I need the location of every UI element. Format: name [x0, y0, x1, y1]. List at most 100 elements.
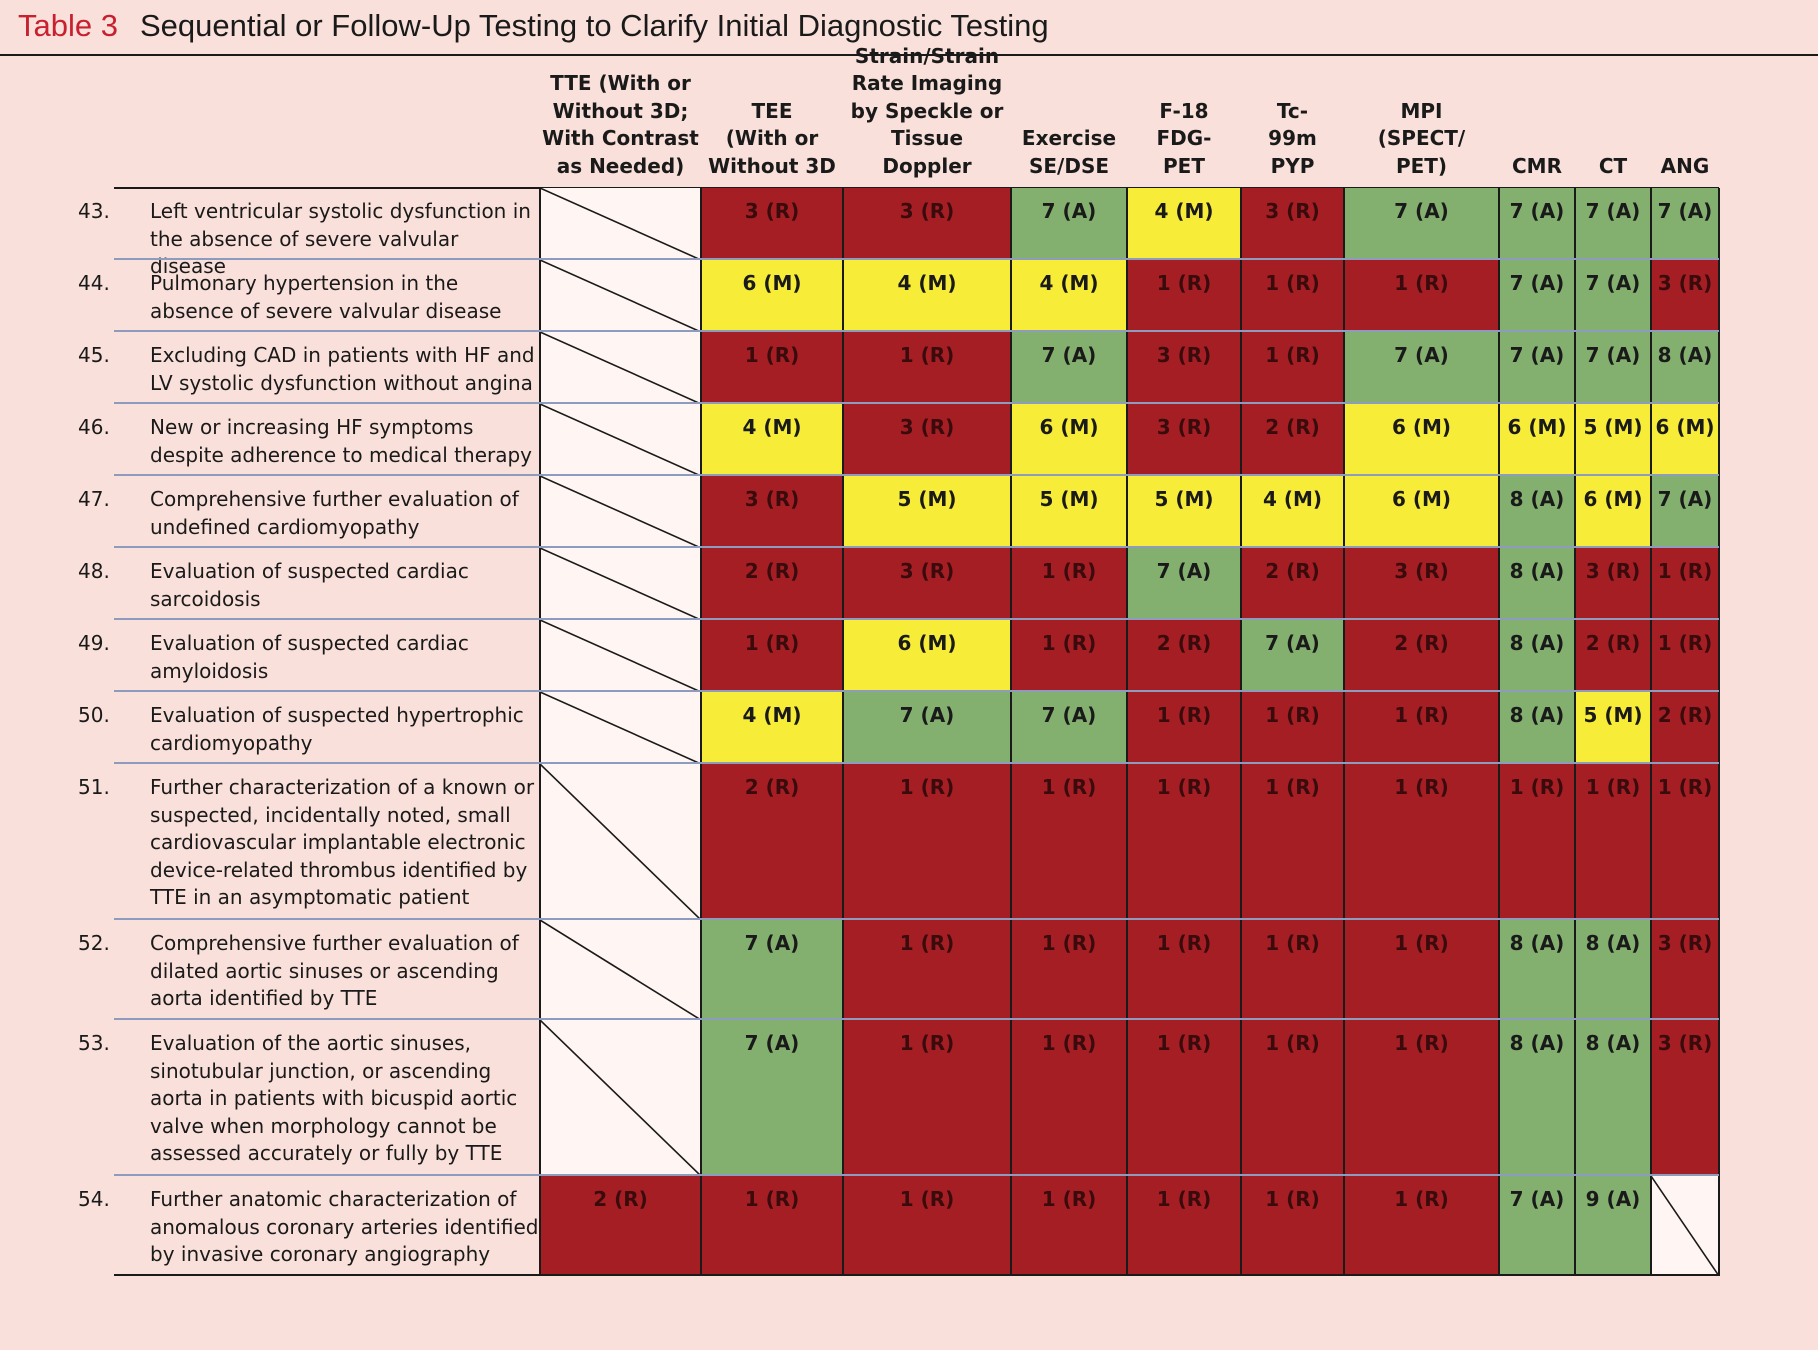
rating-cell-cmr: 8 (A) — [1499, 476, 1575, 548]
rating-cell-cmr: 7 (A) — [1499, 260, 1575, 332]
column-divider — [1650, 620, 1652, 692]
column-divider — [1498, 188, 1500, 260]
rating-cell-tee: 1 (R) — [701, 620, 843, 692]
rating-cell-tte — [540, 404, 701, 476]
column-divider — [1240, 920, 1242, 1020]
column-divider — [1498, 1176, 1500, 1276]
rating-cell-exercise: 1 (R) — [1011, 1176, 1127, 1276]
rating-cell-ang: 7 (A) — [1651, 476, 1719, 548]
column-divider — [842, 332, 844, 404]
column-divider — [1498, 764, 1500, 920]
rating-cell-mpi: 7 (A) — [1344, 188, 1499, 260]
column-divider — [539, 920, 541, 1020]
column-divider — [1574, 764, 1576, 920]
column-divider — [1718, 332, 1720, 404]
rating-cell-strain: 3 (R) — [843, 548, 1011, 620]
rating-cell-cmr: 7 (A) — [1499, 188, 1575, 260]
column-header-pyp: Tc- 99m PYP — [1268, 98, 1317, 178]
not-applicable-slash — [540, 764, 701, 920]
row-label: 50. Evaluation of suspected hypertrophic … — [78, 703, 524, 755]
rating-cell-exercise: 6 (M) — [1011, 404, 1127, 476]
column-divider — [539, 476, 541, 548]
row-divider — [114, 690, 1719, 692]
column-header-ang: ANG — [1660, 153, 1710, 178]
rating-cell-fdg-pet: 1 (R) — [1127, 692, 1241, 764]
column-divider — [1010, 1020, 1012, 1176]
column-divider — [842, 404, 844, 476]
rating-cell-mpi: 1 (R) — [1344, 1020, 1499, 1176]
column-divider — [1498, 1020, 1500, 1176]
column-divider — [1240, 692, 1242, 764]
rating-cell-mpi: 1 (R) — [1344, 764, 1499, 920]
not-applicable-slash — [540, 620, 701, 692]
rating-cell-cmr: 8 (A) — [1499, 548, 1575, 620]
column-divider — [1718, 620, 1720, 692]
column-header-tte: TTE (With or Without 3D; With Contrast as N… — [542, 71, 699, 178]
rating-cell-ct: 1 (R) — [1575, 764, 1651, 920]
column-divider — [842, 1020, 844, 1176]
column-divider — [700, 620, 702, 692]
table-row: 48. Evaluation of suspected cardiac sarco… — [78, 548, 1720, 620]
rating-cell-fdg-pet: 1 (R) — [1127, 260, 1241, 332]
table-row: 52. Comprehensive further evaluation of d… — [78, 920, 1720, 1020]
table-title: Sequential or Follow-Up Testing to Clari… — [140, 8, 1049, 43]
column-divider — [1126, 920, 1128, 1020]
rating-cell-ct: 8 (A) — [1575, 1020, 1651, 1176]
row-divider — [114, 546, 1719, 548]
rating-cell-exercise: 1 (R) — [1011, 620, 1127, 692]
rating-cell-tee: 7 (A) — [701, 920, 843, 1020]
column-divider — [1650, 332, 1652, 404]
column-divider — [1010, 476, 1012, 548]
row-number: 50. — [78, 703, 110, 727]
rating-cell-exercise: 7 (A) — [1011, 188, 1127, 260]
column-divider — [1343, 764, 1345, 920]
column-divider — [1718, 260, 1720, 332]
rating-cell-fdg-pet: 1 (R) — [1127, 764, 1241, 920]
rating-cell-cmr: 7 (A) — [1499, 1176, 1575, 1276]
column-divider — [842, 260, 844, 332]
table-row: 46. New or increasing HF symptoms despite… — [78, 404, 1720, 476]
column-divider — [842, 920, 844, 1020]
row-label: 54. Further anatomic characterization of … — [78, 1187, 539, 1267]
column-divider — [1240, 188, 1242, 260]
column-divider — [1498, 620, 1500, 692]
column-divider — [1240, 1176, 1242, 1276]
column-divider — [1240, 548, 1242, 620]
column-divider — [1718, 920, 1720, 1020]
rating-cell-tee: 4 (M) — [701, 692, 843, 764]
row-number: 53. — [78, 1031, 110, 1055]
column-divider — [1650, 920, 1652, 1020]
row-number: 54. — [78, 1187, 110, 1211]
rating-cell-strain: 7 (A) — [843, 692, 1011, 764]
rating-cell-strain: 6 (M) — [843, 620, 1011, 692]
rating-cell-pyp: 2 (R) — [1241, 404, 1344, 476]
table-row: 54. Further anatomic characterization of … — [78, 1176, 1720, 1276]
rating-cell-exercise: 1 (R) — [1011, 920, 1127, 1020]
rating-cell-mpi: 1 (R) — [1344, 692, 1499, 764]
rating-cell-tte — [540, 764, 701, 920]
column-divider — [1126, 332, 1128, 404]
row-label: 45. Excluding CAD in patients with HF and… — [78, 343, 535, 395]
column-divider — [1718, 1020, 1720, 1176]
rating-cell-pyp: 1 (R) — [1241, 1020, 1344, 1176]
column-divider — [1010, 332, 1012, 404]
column-divider — [1574, 260, 1576, 332]
column-divider — [1343, 620, 1345, 692]
rating-cell-tte — [540, 476, 701, 548]
column-divider — [1010, 404, 1012, 476]
column-divider — [1240, 404, 1242, 476]
rating-cell-ang: 1 (R) — [1651, 620, 1719, 692]
row-label: 43. Left ventricular systolic dysfunction… — [78, 199, 531, 279]
rating-cell-ct: 9 (A) — [1575, 1176, 1651, 1276]
column-divider — [1650, 188, 1652, 260]
column-divider — [1343, 404, 1345, 476]
row-divider — [114, 618, 1719, 620]
row-divider — [114, 1174, 1719, 1176]
column-divider — [1718, 188, 1720, 260]
rating-cell-fdg-pet: 5 (M) — [1127, 476, 1241, 548]
table-number: Table 3 — [18, 8, 118, 43]
row-divider — [114, 258, 1719, 260]
row-number: 52. — [78, 931, 110, 955]
rating-cell-exercise: 1 (R) — [1011, 548, 1127, 620]
column-divider — [1574, 476, 1576, 548]
